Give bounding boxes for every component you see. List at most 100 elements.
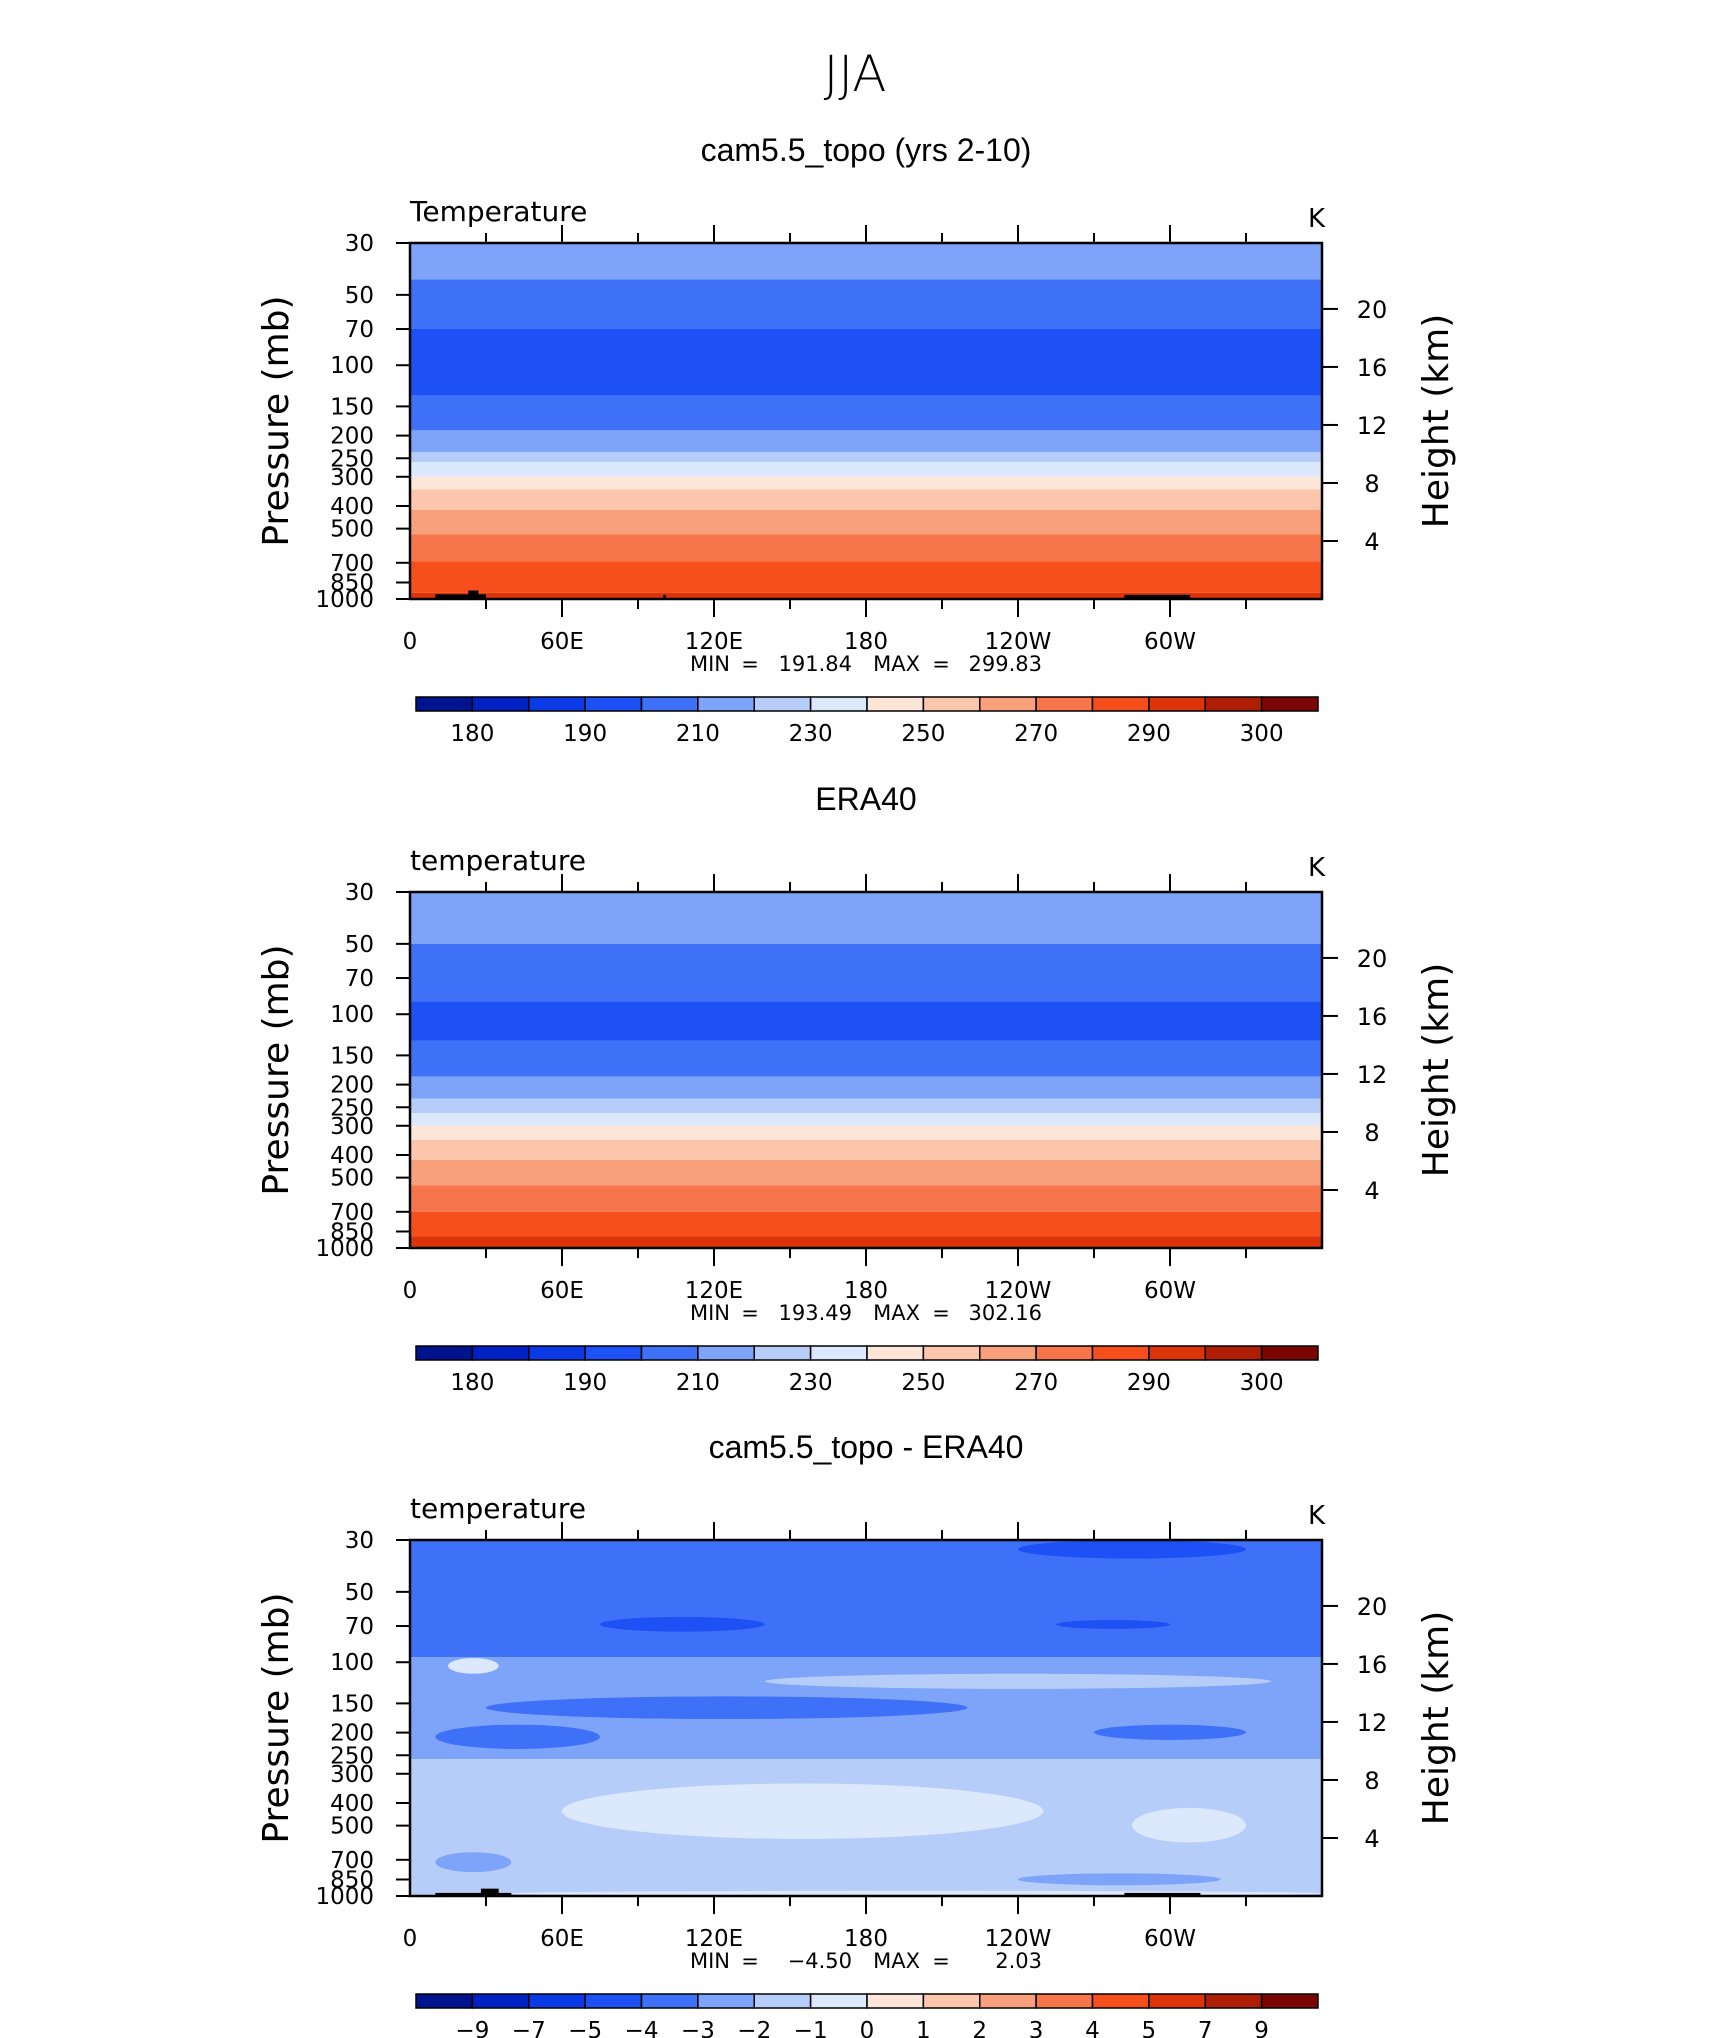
y2-tick-label: 20 xyxy=(1357,296,1388,324)
colorbar-box-8 xyxy=(809,1993,868,2009)
colorbar-box-14 xyxy=(1148,1345,1206,1361)
colorbar-label: 300 xyxy=(1240,721,1284,747)
colorbar-box-12 xyxy=(1035,696,1094,712)
y-tick-label: 300 xyxy=(330,1762,374,1788)
y-tick-label: 50 xyxy=(345,283,374,309)
colorbar-label: −3 xyxy=(681,2018,715,2038)
y2-tick-label: 16 xyxy=(1357,1003,1388,1031)
y-tick-label: 150 xyxy=(330,1043,374,1069)
contour-band-7 xyxy=(410,1113,1322,1126)
topography-mask-1 xyxy=(435,594,486,599)
colorbar-label: 180 xyxy=(450,721,494,747)
colorbar-box-12 xyxy=(1035,1993,1094,2009)
colorbar-box-10 xyxy=(922,1345,981,1361)
colorbar-label: 250 xyxy=(901,721,945,747)
colorbar-box-5 xyxy=(640,1345,699,1361)
y2-axis-label: Height (km) xyxy=(1416,963,1457,1177)
colorbar-label: −4 xyxy=(625,2018,659,2038)
colorbar-label: −2 xyxy=(737,2018,771,2038)
colorbar-label: 210 xyxy=(676,721,720,747)
contour-patch-2 xyxy=(600,1616,765,1632)
x-tick-label: 120E xyxy=(685,1926,743,1952)
x-tick-label: 0 xyxy=(403,1278,418,1304)
contour-band-2 xyxy=(410,943,1322,1002)
y-tick-label: 700 xyxy=(330,1200,374,1226)
colorbar-box-11 xyxy=(979,1345,1037,1361)
contour-band-1 xyxy=(410,1540,1322,1658)
units-label: K xyxy=(1308,1501,1326,1531)
colorbar-box-16 xyxy=(1260,1993,1319,2009)
colorbar-label: 230 xyxy=(789,1370,833,1396)
stat-eq: = xyxy=(741,1301,759,1325)
colorbar-box-9 xyxy=(866,1993,925,2009)
y-tick-label: 700 xyxy=(330,551,374,577)
colorbar-box-10 xyxy=(922,696,981,712)
colorbar-label: 9 xyxy=(1254,2018,1269,2038)
contour-band-10 xyxy=(410,509,1322,535)
contour-band-8 xyxy=(410,476,1322,490)
y-tick-label: 70 xyxy=(345,1614,374,1640)
colorbar-label: −7 xyxy=(512,2018,546,2038)
contour-patch-8 xyxy=(1094,1724,1246,1740)
colorbar-box-11 xyxy=(979,696,1037,712)
stat-min-value: 191.84 xyxy=(779,652,852,676)
colorbar-box-6 xyxy=(697,1345,755,1361)
colorbar-box-9 xyxy=(866,1345,925,1361)
topography-mask-3 xyxy=(1124,1892,1201,1896)
contour-band-9 xyxy=(410,489,1322,510)
stat-max-value: 299.83 xyxy=(969,652,1042,676)
y-tick-label: 100 xyxy=(330,1002,374,1028)
x-tick-label: 60W xyxy=(1144,1926,1196,1952)
stat-max-value: 2.03 xyxy=(995,1949,1042,1973)
y-tick-label: 500 xyxy=(330,1166,374,1192)
contour-band-11 xyxy=(410,1185,1322,1212)
x-tick-label: 120W xyxy=(985,1926,1052,1952)
colorbar-box-7 xyxy=(753,696,812,712)
contour-band-1 xyxy=(410,243,1322,280)
y2-tick-label: 16 xyxy=(1357,1651,1388,1679)
x-tick-label: 180 xyxy=(844,1278,888,1304)
y-tick-label: 200 xyxy=(330,1721,374,1747)
colorbar-box-2 xyxy=(471,1345,530,1361)
y2-tick-label: 8 xyxy=(1364,1767,1379,1795)
contour-band-3 xyxy=(410,329,1322,396)
contour-band-3 xyxy=(410,1001,1322,1041)
colorbar-box-10 xyxy=(922,1993,981,2009)
contour-patch-1 xyxy=(1018,1540,1246,1559)
y-tick-label: 400 xyxy=(330,1791,374,1817)
contour-patch-4 xyxy=(448,1658,499,1674)
contour-patch-11 xyxy=(435,1852,512,1873)
colorbar-label: 1 xyxy=(916,2018,931,2038)
contour-patch-9 xyxy=(562,1783,1044,1839)
colorbar-box-14 xyxy=(1148,1993,1206,2009)
y2-tick-label: 4 xyxy=(1364,528,1379,556)
y-tick-label: 50 xyxy=(345,932,374,958)
x-tick-label: 0 xyxy=(403,629,418,655)
chart-panel-2: ERA40 temperature K 0 60E 120E 180 120W 60W 30 50 7… xyxy=(256,781,1457,1396)
contour-band-4 xyxy=(410,395,1322,431)
stat-eq: = xyxy=(932,1301,950,1325)
colorbar-box-2 xyxy=(471,1993,530,2009)
x-tick-label: 60E xyxy=(540,629,584,655)
colorbar-box-1 xyxy=(415,1345,474,1361)
y-tick-label: 400 xyxy=(330,1143,374,1169)
stat-eq: = xyxy=(741,1949,759,1973)
y2-tick-label: 8 xyxy=(1364,470,1379,498)
y-tick-label: 250 xyxy=(330,1095,374,1121)
y-tick-label: 250 xyxy=(330,1743,374,1769)
colorbar-box-15 xyxy=(1204,696,1263,712)
colorbar-box-4 xyxy=(584,1345,643,1361)
colorbar-box-7 xyxy=(753,1993,812,2009)
colorbar-box-5 xyxy=(640,696,699,712)
x-tick-label: 60W xyxy=(1144,1278,1196,1304)
colorbar: −9 −7 −5 −4 −3 −2 −1 0 1 2 3 4 5 7 9 xyxy=(415,1993,1319,2038)
colorbar-box-15 xyxy=(1204,1345,1263,1361)
x-tick-label: 120E xyxy=(685,629,743,655)
topography-mask-1 xyxy=(435,1892,512,1896)
colorbar-box-2 xyxy=(471,696,530,712)
contour-band-9 xyxy=(410,1139,1322,1160)
colorbar-box-15 xyxy=(1204,1993,1263,2009)
colorbar-label: 290 xyxy=(1127,721,1171,747)
colorbar-box-8 xyxy=(809,696,868,712)
